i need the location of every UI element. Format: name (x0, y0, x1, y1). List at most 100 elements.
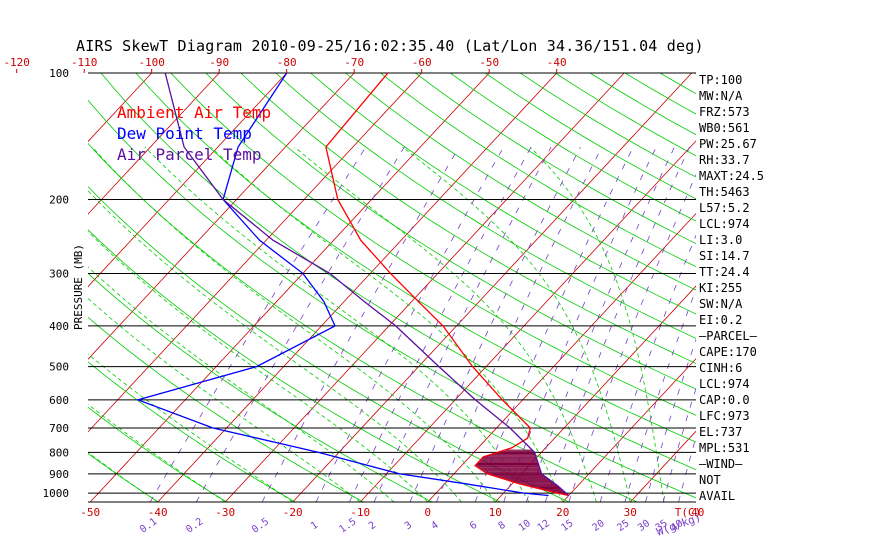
mixing-ratio-tick-label: 1.5 (337, 516, 358, 535)
stat-line: MW:N/A (699, 89, 743, 103)
mixing-ratio-line (349, 146, 532, 502)
top-temp-tick-label: -50 (479, 56, 499, 69)
isotherm-line (88, 73, 355, 360)
mixing-ratio-tick-label: 1 (309, 520, 320, 532)
dry-adiabat-line (450, 73, 696, 222)
top-temp-tick-label: -40 (547, 56, 567, 69)
mixing-ratio-tick-label: 0.1 (138, 516, 159, 535)
dry-adiabat-line (88, 316, 364, 502)
bottom-temp-tick-label: -50 (80, 506, 100, 519)
pressure-tick-label: 800 (49, 446, 69, 459)
mixing-ratio-tick-label: 4 (429, 520, 440, 532)
pressure-tick-label: 600 (49, 394, 69, 407)
bottom-temp-tick-label: 10 (489, 506, 502, 519)
pressure-tick-label: 700 (49, 422, 69, 435)
pressure-tick-label: 200 (49, 193, 69, 206)
moist-adiabat-line (92, 146, 496, 502)
top-temp-tick-label: -70 (344, 56, 364, 69)
bottom-temp-tick-label: 40 (691, 506, 704, 519)
moist-adiabat-line (88, 403, 226, 502)
isotherm-line (88, 73, 220, 215)
stat-line: —PARCEL— (699, 329, 757, 343)
isotherm-line (88, 73, 422, 433)
mixing-ratio-tick-label: 10 (517, 518, 533, 534)
stats-panel: TP:100 MW:N/A FRZ:573 WB0:561 PW:25.67 RH:33.… (699, 72, 764, 504)
moist-adiabat-line (529, 146, 665, 502)
isotherm-line (292, 73, 692, 502)
mixing-ratio-tick-label: 3 (403, 520, 414, 532)
dry-adiabat-line (240, 73, 696, 364)
mixing-ratio-tick-label: 30 (636, 518, 652, 534)
moist-adiabat-line (88, 353, 293, 502)
bottom-temp-tick-label: -40 (148, 506, 168, 519)
ambient-air-temp-line (325, 73, 569, 497)
mixing-ratio-line (436, 146, 603, 502)
dew-point-temp-line (135, 73, 549, 497)
pressure-tick-label: 900 (49, 468, 69, 481)
dry-adiabat-line (100, 73, 696, 471)
pressure-tick-label: 400 (49, 320, 69, 333)
y-axis-label: PRESSURE (MB) (72, 244, 85, 330)
stat-line: SI:14.7 (699, 249, 750, 263)
bottom-temp-tick-label: 20 (556, 506, 569, 519)
dry-adiabat-line (310, 73, 696, 315)
dry-adiabat-line (88, 185, 570, 502)
isotherm-line (89, 73, 490, 502)
dry-adiabat-line (135, 73, 696, 443)
isotherm-line (494, 285, 696, 502)
moist-adiabat-line (294, 146, 597, 502)
stat-line: LCL:974 (699, 217, 750, 231)
stat-line: CAP:0.0 (699, 393, 750, 407)
mixing-ratio-tick-label: 2 (367, 520, 378, 532)
stat-line: —WIND— (699, 457, 743, 471)
legend-dew-point-temp: Dew Point Temp (117, 124, 252, 143)
stat-line: AVAIL (699, 489, 736, 503)
stat-line: WB0:561 (699, 121, 750, 135)
isotherm-line (0, 73, 17, 502)
top-temp-tick-label: -120 (3, 56, 30, 69)
stat-line: MPL:531 (699, 441, 750, 455)
top-temp-tick-label: -90 (209, 56, 229, 69)
legend-ambient-air-temp: Ambient Air Temp (117, 103, 272, 122)
isotherm-line (359, 140, 696, 502)
top-temp-tick-label: -100 (138, 56, 165, 69)
stat-line: EI:0.2 (699, 313, 743, 327)
mixing-ratio-line (544, 146, 690, 502)
stat-line: CINH:6 (699, 361, 743, 375)
stat-line: SW:N/A (699, 297, 743, 311)
mixing-ratio-line (568, 173, 696, 502)
pressure-tick-label: 500 (49, 361, 69, 374)
bottom-temp-tick-label: -20 (283, 506, 303, 519)
stat-line: TP:100 (699, 73, 743, 87)
stat-line: KI:255 (699, 281, 743, 295)
mixing-ratio-tick-label: 6 (468, 520, 479, 532)
stat-line: LCL:974 (699, 377, 750, 391)
dry-adiabat-line (88, 361, 296, 502)
isotherm-line (562, 358, 696, 502)
dry-adiabat-line (345, 73, 696, 291)
stat-line: L57:5.2 (699, 201, 750, 215)
mixing-ratio-line (261, 146, 460, 502)
isobar-lines (88, 72, 696, 503)
axis-labels: 100 200 300 400 500 600 700 800 900 1000 PRESSURE … (3, 56, 704, 539)
x-axis-label: T(C) (675, 506, 702, 519)
pressure-tick-label: 1000 (43, 487, 70, 500)
stat-line: CAPE:170 (699, 345, 757, 359)
air-parcel-temp-line (164, 73, 570, 496)
bottom-temp-tick-label: -10 (350, 506, 370, 519)
moist-adiabat-line (144, 146, 530, 502)
data-series (135, 73, 570, 497)
dry-adiabat-line (88, 272, 433, 502)
dry-adiabat-line (275, 73, 696, 339)
pressure-tick-label: 100 (49, 67, 69, 80)
mixing-ratio-line (503, 146, 657, 502)
mixing-ratio-tick-label: 20 (591, 518, 607, 534)
stat-line: RH:33.7 (699, 153, 750, 167)
dry-adiabat-line (485, 73, 696, 200)
dry-adiabat-line (205, 73, 696, 390)
pressure-tick-label: 300 (49, 267, 69, 280)
isotherm-line (765, 73, 870, 502)
dry-adiabat-line (380, 73, 696, 268)
legend: Ambient Air Temp Dew Point Temp Air Parc… (117, 102, 271, 165)
